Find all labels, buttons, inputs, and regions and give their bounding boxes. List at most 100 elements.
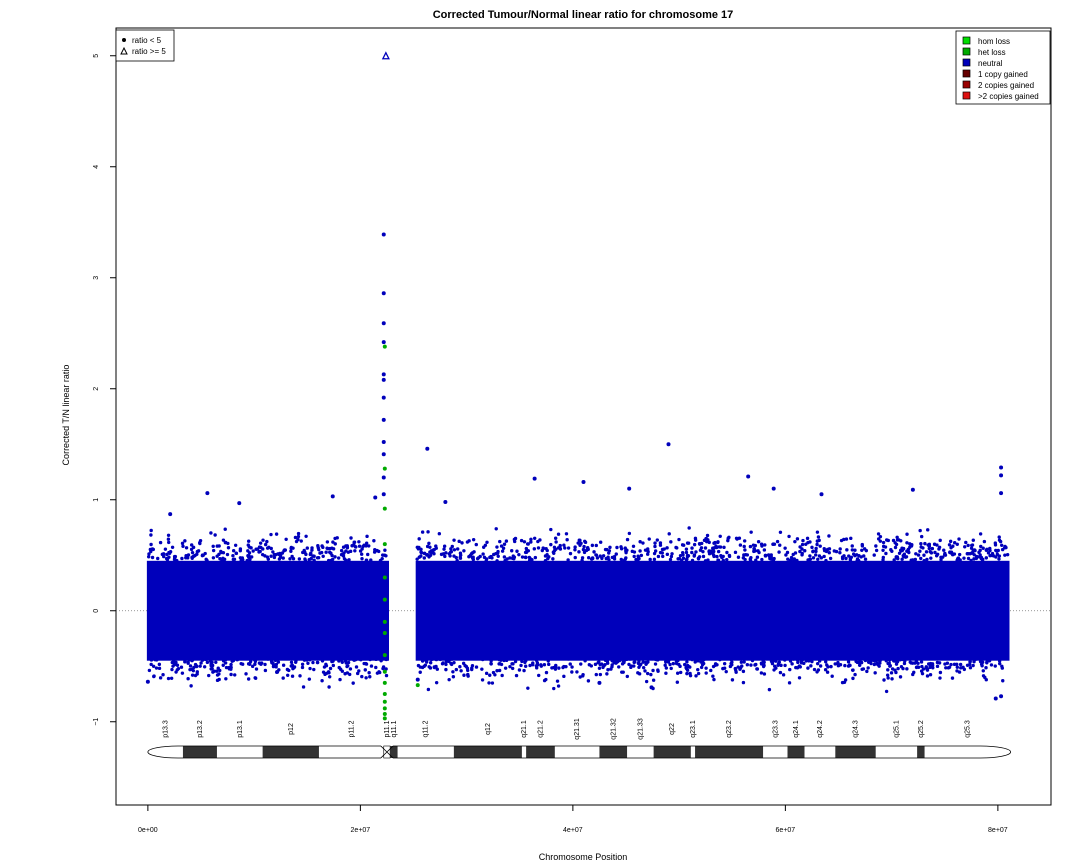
data-point bbox=[191, 655, 195, 659]
data-point bbox=[610, 555, 615, 560]
data-point bbox=[818, 664, 823, 668]
data-point bbox=[152, 674, 156, 678]
data-point bbox=[742, 544, 746, 549]
data-point bbox=[460, 541, 464, 545]
data-point bbox=[588, 656, 593, 660]
data-point bbox=[786, 655, 790, 659]
data-point bbox=[687, 526, 691, 530]
data-point bbox=[641, 660, 645, 664]
data-point bbox=[504, 658, 509, 663]
data-point bbox=[637, 659, 641, 663]
data-point bbox=[263, 668, 268, 673]
data-point bbox=[706, 538, 710, 542]
data-point bbox=[289, 660, 294, 665]
data-point bbox=[189, 543, 194, 547]
data-point bbox=[927, 544, 932, 548]
data-point bbox=[800, 657, 804, 661]
data-point bbox=[950, 676, 955, 680]
data-point bbox=[523, 660, 527, 665]
data-point bbox=[211, 544, 215, 548]
data-point bbox=[174, 670, 178, 674]
data-point bbox=[932, 656, 936, 660]
data-point bbox=[180, 655, 185, 660]
data-point bbox=[804, 654, 808, 659]
data-point bbox=[738, 656, 742, 661]
data-point bbox=[809, 664, 813, 668]
ideogram-band-label: q23.2 bbox=[726, 720, 733, 738]
data-point bbox=[984, 665, 988, 670]
data-point bbox=[326, 670, 331, 674]
data-point bbox=[381, 475, 386, 480]
data-point bbox=[361, 544, 365, 549]
data-point bbox=[962, 556, 966, 560]
data-point bbox=[431, 548, 436, 552]
data-point bbox=[564, 532, 569, 536]
data-point bbox=[1000, 664, 1004, 668]
data-point bbox=[690, 657, 694, 662]
data-point bbox=[833, 656, 837, 660]
data-point bbox=[974, 554, 979, 559]
data-point bbox=[190, 550, 195, 555]
data-point bbox=[846, 660, 851, 664]
y-tick-label: 5 bbox=[93, 54, 100, 58]
data-point bbox=[922, 558, 926, 563]
data-point bbox=[612, 660, 616, 665]
data-point bbox=[910, 487, 915, 492]
data-point bbox=[894, 670, 898, 675]
data-point bbox=[582, 550, 587, 555]
data-point bbox=[369, 664, 374, 668]
data-point bbox=[302, 548, 306, 553]
data-point bbox=[699, 665, 704, 670]
data-point bbox=[685, 668, 690, 672]
data-point bbox=[998, 661, 1002, 666]
data-point bbox=[536, 539, 540, 544]
data-point bbox=[679, 670, 683, 675]
data-point bbox=[234, 551, 239, 556]
ideogram-band-label: q11.1 bbox=[391, 720, 398, 737]
data-point bbox=[999, 473, 1004, 478]
data-point bbox=[423, 551, 427, 556]
data-point bbox=[156, 556, 160, 561]
data-point bbox=[963, 545, 967, 549]
data-point bbox=[382, 716, 387, 721]
data-point bbox=[601, 665, 605, 670]
data-point bbox=[420, 659, 425, 663]
data-point bbox=[925, 667, 930, 672]
data-point bbox=[180, 541, 185, 546]
data-point bbox=[653, 541, 657, 545]
data-point bbox=[320, 679, 324, 683]
data-point bbox=[795, 666, 800, 670]
data-point bbox=[416, 547, 421, 551]
data-point bbox=[741, 556, 746, 560]
data-point bbox=[775, 539, 780, 544]
data-point bbox=[857, 660, 861, 665]
data-point bbox=[458, 665, 462, 669]
data-point bbox=[919, 669, 924, 673]
data-point bbox=[306, 661, 310, 665]
data-point bbox=[298, 674, 302, 678]
data-point bbox=[788, 659, 793, 663]
data-point bbox=[146, 555, 151, 559]
data-point bbox=[581, 479, 586, 484]
data-point bbox=[549, 527, 553, 532]
data-point bbox=[382, 542, 387, 547]
data-point bbox=[566, 546, 571, 550]
data-point bbox=[675, 671, 680, 675]
data-point bbox=[694, 674, 698, 678]
data-point bbox=[692, 553, 697, 557]
data-point bbox=[296, 534, 301, 539]
data-point bbox=[544, 670, 549, 675]
data-point bbox=[357, 540, 361, 544]
data-point bbox=[753, 663, 757, 667]
data-point bbox=[784, 553, 788, 557]
data-point bbox=[993, 696, 998, 701]
data-point bbox=[915, 656, 920, 660]
data-point bbox=[523, 664, 528, 668]
data-point bbox=[969, 656, 973, 660]
data-point bbox=[539, 663, 543, 667]
data-point bbox=[641, 541, 645, 545]
data-point bbox=[551, 557, 555, 561]
data-point bbox=[345, 664, 349, 669]
data-point bbox=[570, 665, 574, 669]
data-point bbox=[919, 534, 924, 539]
